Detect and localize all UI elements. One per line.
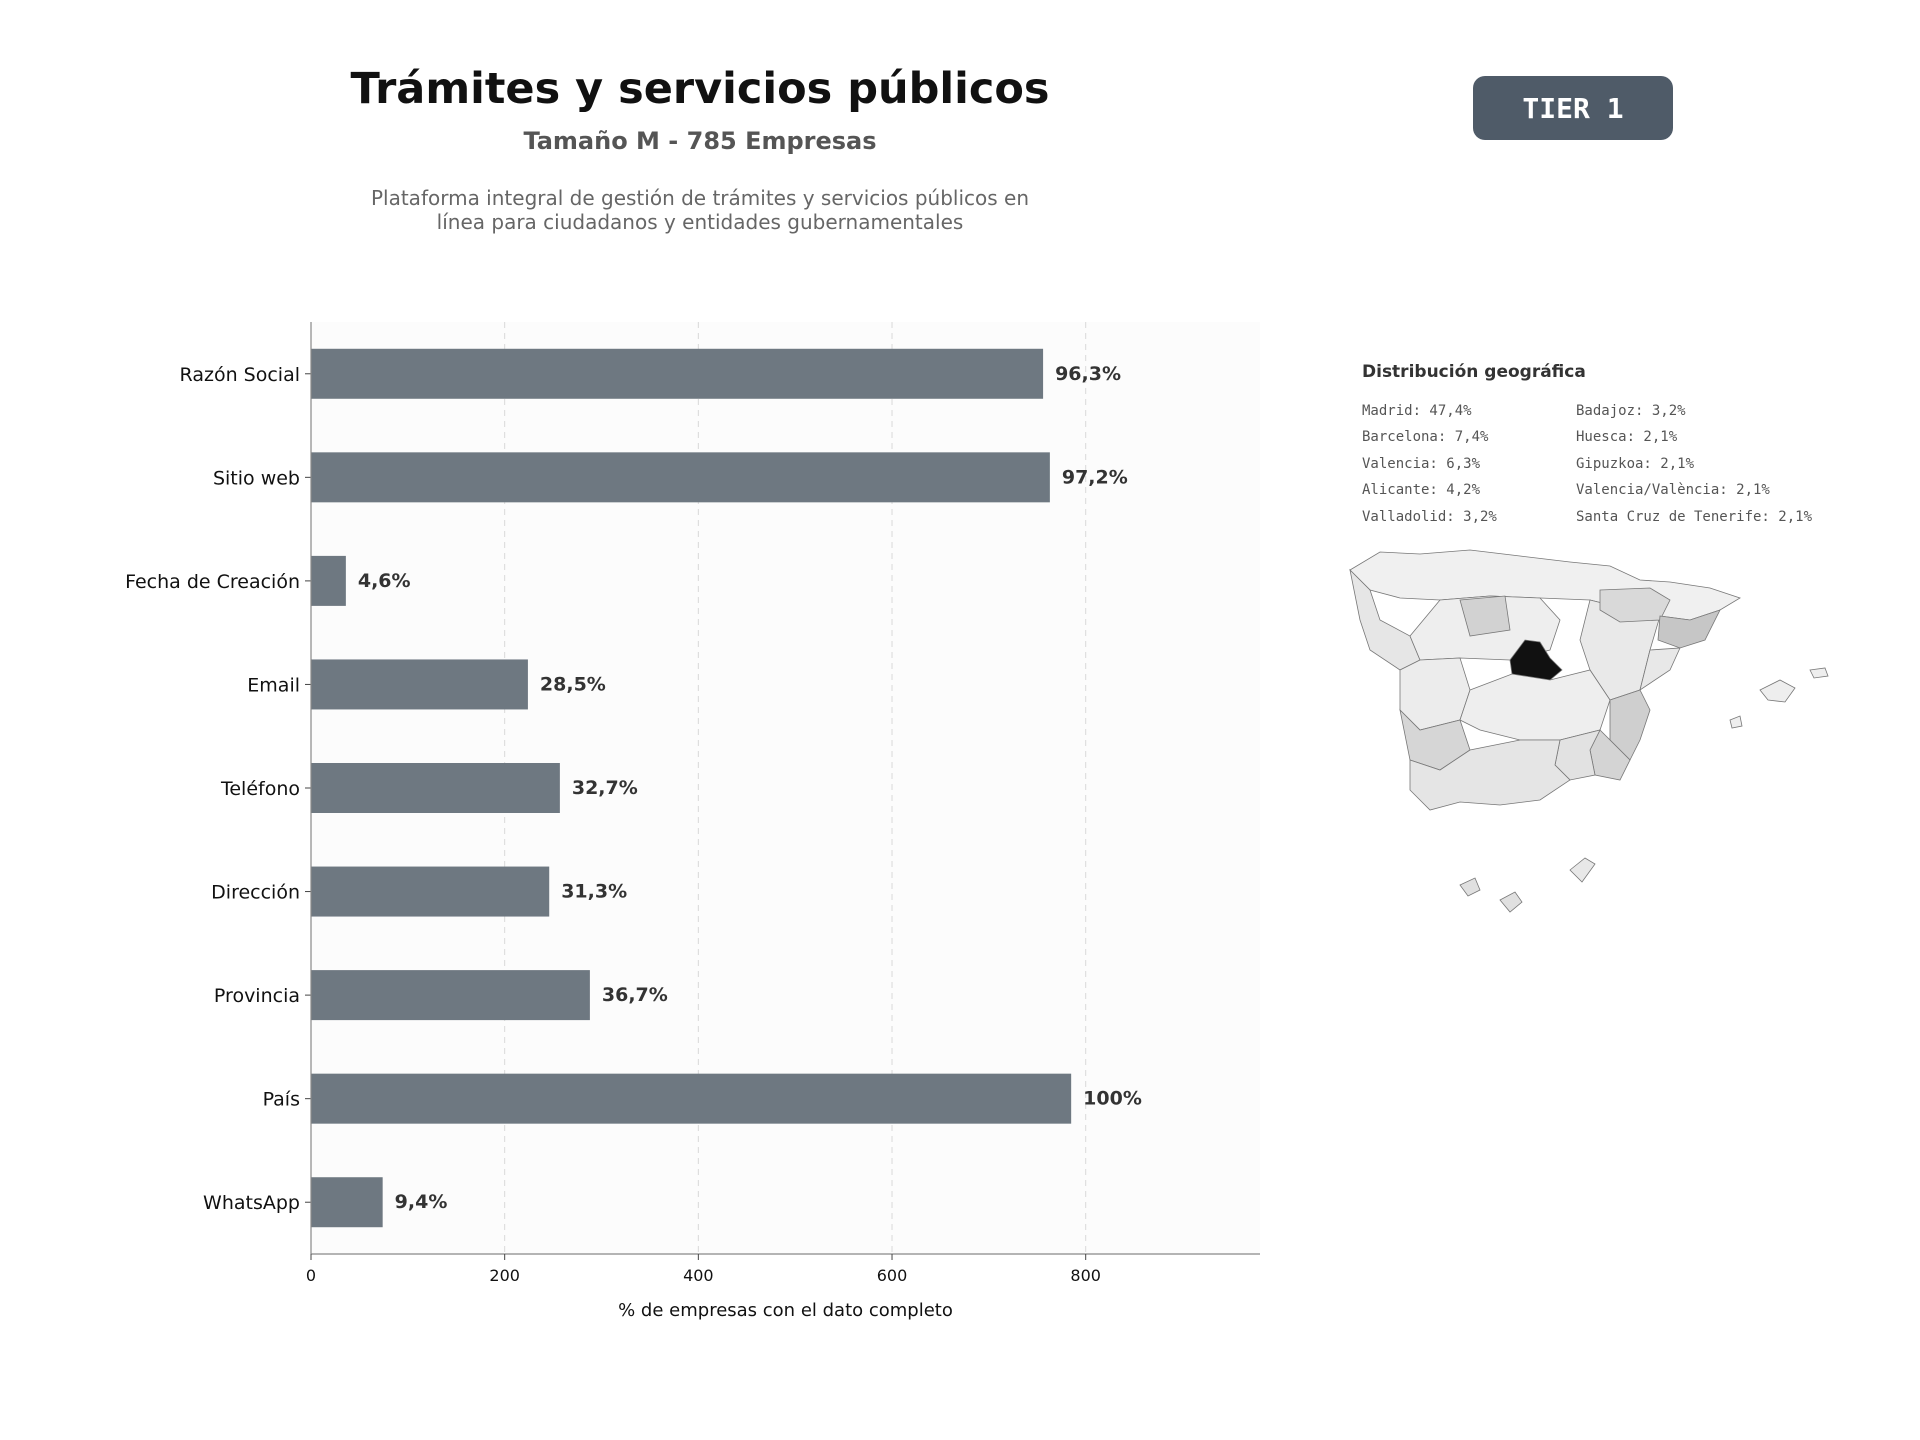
geo-item: Alicante: 4,2% xyxy=(1362,482,1481,499)
x-tick-label: 200 xyxy=(489,1266,520,1285)
x-tick-label: 800 xyxy=(1070,1266,1101,1285)
tier-badge: TIER 1 xyxy=(1473,76,1673,140)
spain-provinces-map-icon xyxy=(1349,549,1829,913)
map-region-balearic-mallorca xyxy=(1759,679,1796,703)
y-tick-label: WhatsApp xyxy=(203,1192,300,1214)
map-region-canary-las-palmas xyxy=(1569,857,1596,883)
map-region-canary-tenerife xyxy=(1499,891,1523,913)
y-tick-label: Fecha de Creación xyxy=(125,571,300,593)
y-tick-label: Sitio web xyxy=(213,467,300,489)
y-tick-label: Dirección xyxy=(211,882,300,904)
map-region-balearic-menorca xyxy=(1809,667,1829,679)
map-region-barcelona xyxy=(1657,609,1721,649)
bar xyxy=(311,555,346,606)
map-region-catalonia xyxy=(1639,647,1681,691)
map-region-canary-gran-canaria xyxy=(1459,877,1481,897)
x-tick-label: 600 xyxy=(877,1266,908,1285)
geo-item: Valencia: 6,3% xyxy=(1362,455,1481,472)
description-line-1: Plataforma integral de gestión de trámit… xyxy=(370,186,1030,210)
description-line-2: línea para ciudadanos y entidades gubern… xyxy=(436,210,964,234)
page-description: Plataforma integral de gestión de trámit… xyxy=(300,186,1100,234)
data-label: 100% xyxy=(1083,1088,1142,1110)
data-label: 32,7% xyxy=(572,777,638,799)
page-subtitle: Tamaño M - 785 Empresas xyxy=(523,127,877,155)
geo-item: Santa Cruz de Tenerife: 2,1% xyxy=(1576,508,1813,525)
data-label: 97,2% xyxy=(1062,466,1128,488)
page-title: Trámites y servicios públicos xyxy=(350,64,1050,114)
bar xyxy=(311,348,1044,399)
y-tick-label: Provincia xyxy=(214,985,300,1007)
data-label: 28,5% xyxy=(540,673,606,695)
bar xyxy=(311,1177,383,1228)
geo-item: Valladolid: 3,2% xyxy=(1362,508,1497,525)
map-region-valladolid xyxy=(1459,595,1511,637)
geo-item: Huesca: 2,1% xyxy=(1576,429,1678,446)
data-label: 9,4% xyxy=(395,1191,448,1213)
completeness-bar-chart: 96,3% Razón Social 97,2% Sitio web 4,6% Fecha… xyxy=(125,322,1260,1321)
bar xyxy=(311,1073,1072,1124)
geo-item: Madrid: 47,4% xyxy=(1362,403,1472,419)
geo-item: Badajoz: 3,2% xyxy=(1576,403,1686,419)
bar xyxy=(311,866,550,917)
data-label: 31,3% xyxy=(561,881,627,903)
geo-distribution-title: Distribución geográfica xyxy=(1362,362,1586,382)
bar xyxy=(311,659,528,710)
x-axis-label: % de empresas con el dato completo xyxy=(618,1300,953,1321)
data-label: 96,3% xyxy=(1055,363,1121,385)
geo-distribution-list: Madrid: 47,4% Badajoz: 3,2% Barcelona: 7… xyxy=(1362,398,1882,530)
geo-item: Valencia/València: 2,1% xyxy=(1576,482,1770,499)
y-tick-label: País xyxy=(263,1089,300,1111)
geo-item: Gipuzkoa: 2,1% xyxy=(1576,455,1695,472)
x-tick-label: 400 xyxy=(683,1266,714,1285)
data-label: 36,7% xyxy=(602,984,668,1006)
bar xyxy=(311,970,590,1021)
y-tick-label: Razón Social xyxy=(180,364,300,386)
map-region-andalucia xyxy=(1409,739,1571,811)
map-region-balearic-ibiza xyxy=(1729,715,1743,729)
y-tick-label: Email xyxy=(247,674,300,696)
data-label: 4,6% xyxy=(358,570,411,592)
map-region-extremadura xyxy=(1399,657,1471,731)
bar xyxy=(311,763,560,813)
map-region-castilla-la-mancha xyxy=(1459,669,1611,741)
x-tick-label: 0 xyxy=(306,1266,316,1285)
bar xyxy=(311,452,1050,503)
geo-item: Barcelona: 7,4% xyxy=(1362,429,1489,446)
y-tick-label: Teléfono xyxy=(220,778,300,800)
